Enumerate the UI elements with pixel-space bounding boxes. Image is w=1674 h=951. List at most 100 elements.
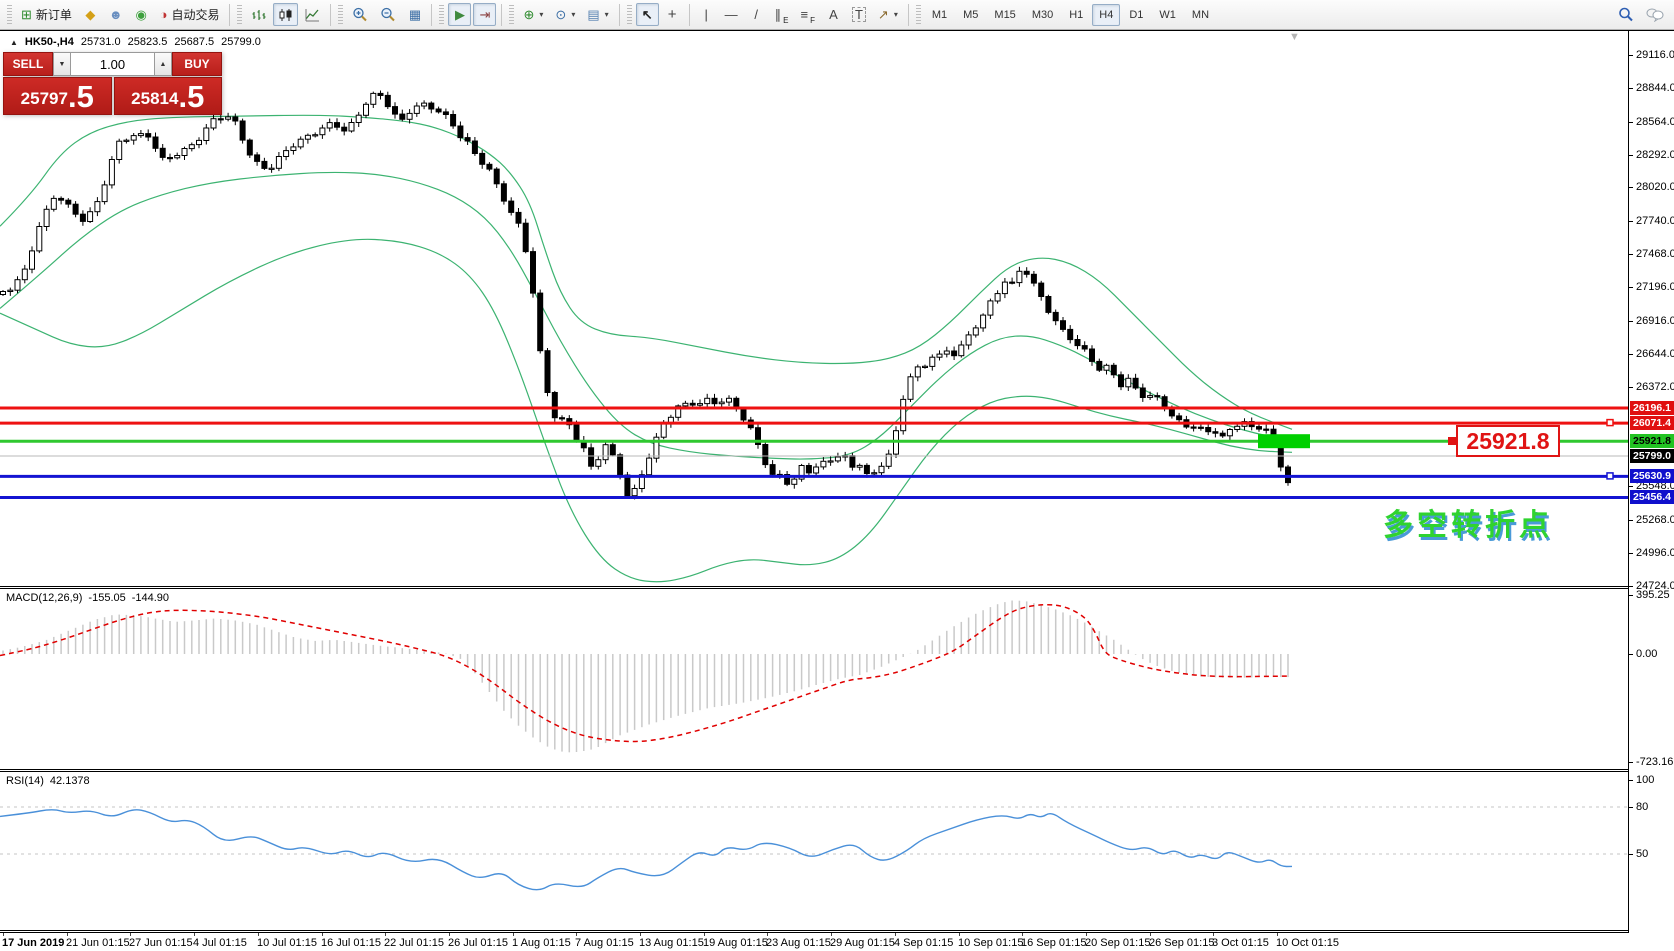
bollinger-middle <box>0 171 1293 460</box>
volume-up-button[interactable]: ▲ <box>154 52 172 76</box>
chart-shift-button[interactable]: ⇥ <box>473 3 497 26</box>
price-axis-label: 24996.0 <box>1636 547 1674 559</box>
chevron-down-icon: ▾ <box>571 10 576 19</box>
close-value: 25799.0 <box>221 36 261 48</box>
sell-price-button[interactable]: 25797 .5 <box>3 77 112 115</box>
rsi-axis-label: 80 <box>1636 801 1649 813</box>
line-chart-button[interactable] <box>300 3 325 26</box>
indicators-button[interactable]: ⊕ ▾ <box>518 3 548 26</box>
macd-panel[interactable] <box>0 589 1628 769</box>
time-tick <box>640 933 641 936</box>
highlight-bar[interactable] <box>1258 434 1310 449</box>
time-axis-label: 10 Jul 01:15 <box>257 937 317 949</box>
toolbar-grip[interactable] <box>237 4 243 25</box>
axis-tick <box>1629 553 1633 554</box>
rsi-line <box>0 809 1293 891</box>
timeframe-m30[interactable]: M30 <box>1025 4 1060 26</box>
price-level-chip: 26196.1 <box>1630 401 1674 415</box>
macd-histogram <box>2 600 1289 753</box>
vertical-line-icon: | <box>704 7 708 22</box>
price-axis-label: 28564.0 <box>1636 116 1674 128</box>
templates-button[interactable]: ▤ ▾ <box>582 3 613 26</box>
periods-button[interactable]: ⊙ ▾ <box>550 3 580 26</box>
chat-button[interactable] <box>1641 3 1669 26</box>
equidistant-channel-button[interactable]: ∥ E <box>770 3 794 26</box>
auto-trading-icon: ◑ <box>159 7 168 22</box>
timeframe-d1[interactable]: D1 <box>1122 4 1150 26</box>
indicators-icon: ⊕ <box>523 7 535 22</box>
time-tick <box>3 933 4 936</box>
toolbar-grip[interactable] <box>7 4 12 25</box>
new-order-button[interactable]: ⊞ 新订单 <box>16 3 77 26</box>
collapse-trade-panel-icon[interactable]: ▲ <box>10 37 18 47</box>
hline-anchor-marker[interactable] <box>1448 437 1456 445</box>
profiles-icon: ☻ <box>108 7 123 22</box>
price-chart[interactable] <box>0 31 1628 586</box>
auto-scroll-button[interactable]: ▶ <box>448 3 472 26</box>
zoom-in-icon <box>353 7 368 22</box>
axis-tick <box>1629 254 1633 255</box>
tile-windows-button[interactable]: ▦ <box>403 3 426 26</box>
candlestick-chart-button[interactable] <box>273 3 299 26</box>
time-tick <box>1213 933 1214 936</box>
zoom-in-button[interactable] <box>347 3 373 26</box>
timeframe-m15[interactable]: M15 <box>987 4 1022 26</box>
axis-tick <box>1629 780 1633 781</box>
chart-shift-marker-icon[interactable]: ▼ <box>1289 31 1300 43</box>
bar-chart-button[interactable] <box>246 3 271 26</box>
timeframe-m5[interactable]: M5 <box>956 4 985 26</box>
volume-input[interactable]: 1.00 <box>71 52 154 76</box>
zoom-out-icon <box>381 7 396 22</box>
price-axis-label: 24724.0 <box>1636 580 1674 592</box>
toolbar-grip[interactable] <box>338 4 344 25</box>
buy-price-button[interactable]: 25814 .5 <box>113 77 222 115</box>
signal-button[interactable]: ◉ <box>130 3 153 26</box>
cursor-button[interactable]: ↖ <box>635 3 659 26</box>
toolbar-grip[interactable] <box>509 4 515 25</box>
volume-down-button[interactable]: ▼ <box>53 52 71 76</box>
toolbox-button[interactable]: ◆ <box>79 3 102 26</box>
hline-anchor-marker[interactable] <box>1606 472 1614 480</box>
panel-divider[interactable] <box>0 586 1674 589</box>
arrows-button[interactable]: ↗ ▾ <box>873 3 903 26</box>
rsi-panel[interactable] <box>0 772 1628 930</box>
crosshair-button[interactable]: + <box>661 3 684 26</box>
text-label-icon: T <box>851 7 866 22</box>
vertical-line-button[interactable]: | <box>695 3 718 26</box>
toolbar-grip[interactable] <box>439 4 445 25</box>
time-tick <box>130 933 131 936</box>
text-button[interactable]: A <box>822 3 845 26</box>
timeframe-w1[interactable]: W1 <box>1152 4 1183 26</box>
hline-anchor-marker[interactable] <box>1606 418 1614 427</box>
toolbar-grip[interactable] <box>626 4 632 25</box>
time-axis-label: 4 Jul 01:15 <box>193 937 247 949</box>
search-button[interactable] <box>1613 3 1639 26</box>
trendline-button[interactable]: / <box>745 3 768 26</box>
sell-button[interactable]: SELL <box>3 52 53 76</box>
price-axis[interactable]: 29116.0 28844.0 28564.0 28292.0 28020.0 27740… <box>1628 31 1674 933</box>
zoom-out-button[interactable] <box>375 3 401 26</box>
panel-divider[interactable] <box>0 930 1674 933</box>
buy-button[interactable]: BUY <box>172 52 222 76</box>
time-tick <box>385 933 386 936</box>
annotation-text[interactable]: 多空转折点 <box>1383 509 1553 542</box>
price-axis-label: 28844.0 <box>1636 82 1674 94</box>
time-axis[interactable]: 17 Jun 2019 21 Jun 01:15 27 Jun 01:15 4 Jul… <box>0 933 1674 951</box>
timeframe-h4[interactable]: H4 <box>1092 3 1121 26</box>
panel-divider[interactable] <box>0 769 1674 772</box>
fibonacci-button[interactable]: ≡ F <box>795 3 819 26</box>
buy-price-int: 25814 <box>131 89 179 108</box>
price-level-tag[interactable]: 25921.8 <box>1456 425 1560 457</box>
profiles-button[interactable]: ☻ <box>104 3 128 26</box>
timeframe-m1[interactable]: M1 <box>925 4 954 26</box>
time-tick <box>322 933 323 936</box>
timeframe-h1[interactable]: H1 <box>1062 4 1090 26</box>
separator <box>688 3 690 26</box>
horizontal-line-button[interactable]: — <box>720 3 743 26</box>
toolbar-grip[interactable] <box>915 4 921 25</box>
text-label-button[interactable]: T <box>847 3 871 26</box>
axis-tick <box>1629 854 1633 855</box>
auto-trading-button[interactable]: ◑ 自动交易 <box>155 3 225 26</box>
timeframe-mn[interactable]: MN <box>1185 4 1216 26</box>
time-axis-label: 4 Sep 01:15 <box>894 937 954 949</box>
